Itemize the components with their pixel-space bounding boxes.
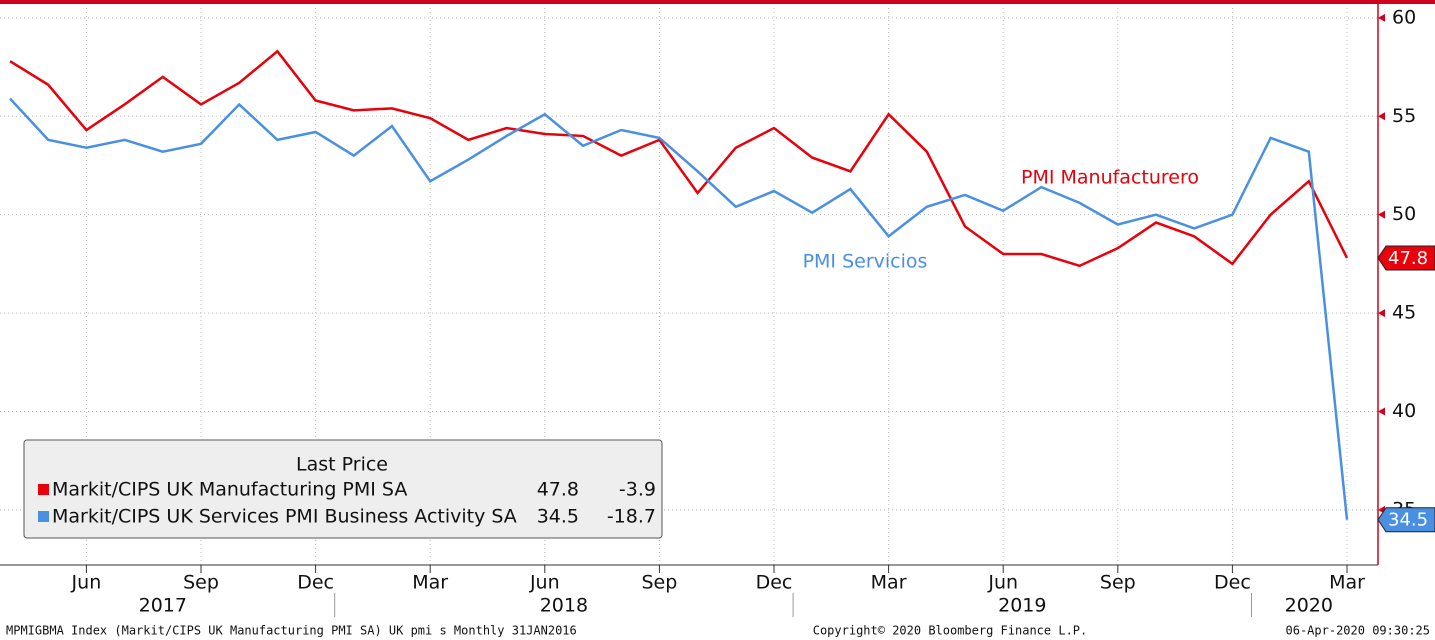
y-tick-mark: [1378, 112, 1385, 121]
x-tick-label: Jun: [529, 572, 560, 594]
x-tick-label: Mar: [1329, 572, 1365, 594]
footer-center: Copyright© 2020 Bloomberg Finance L.P.: [813, 624, 1088, 638]
legend: Last Price Markit/CIPS UK Manufacturing P…: [23, 439, 663, 539]
legend-value: 47.8: [537, 479, 579, 501]
y-tick-mark: [1378, 407, 1385, 416]
y-tick-mark: [1378, 309, 1385, 318]
y-tick-label: 40: [1392, 400, 1416, 422]
footer-right: 06-Apr-2020 09:30:25: [1286, 624, 1431, 638]
x-tick-label: Sep: [183, 572, 219, 594]
x-tick-label: Jun: [987, 572, 1018, 594]
year-label: 2018: [540, 595, 588, 617]
top-bar: [0, 0, 1435, 4]
x-tick-label: Dec: [1214, 572, 1251, 594]
x-tick-label: Jun: [71, 572, 102, 594]
last-value-label: 47.8: [1388, 248, 1428, 269]
x-tick-label: Sep: [641, 572, 677, 594]
y-tick-mark: [1378, 13, 1385, 22]
legend-change: -18.7: [607, 506, 656, 528]
x-tick-label: Dec: [756, 572, 793, 594]
footer-left: MPMIGBMA Index (Markit/CIPS UK Manufactu…: [6, 624, 577, 638]
series-annotation: PMI Manufacturero: [1021, 167, 1199, 189]
legend-box: [23, 439, 663, 539]
x-tick-label: Sep: [1100, 572, 1136, 594]
legend-label: Markit/CIPS UK Manufacturing PMI SA: [52, 479, 407, 501]
x-tick-label: Mar: [412, 572, 448, 594]
legend-swatch: [38, 511, 49, 522]
year-label: 2019: [998, 595, 1046, 617]
y-tick-label: 50: [1392, 203, 1416, 225]
y-tick-label: 45: [1392, 302, 1416, 324]
series-line: [9, 97, 1349, 520]
y-tick-mark: [1378, 210, 1385, 219]
y-tick-label: 55: [1392, 105, 1416, 127]
x-tick-label: Dec: [297, 572, 334, 594]
legend-title: Last Price: [296, 454, 388, 476]
legend-label: Markit/CIPS UK Services PMI Business Act…: [52, 506, 517, 528]
series-line: [9, 49, 1349, 268]
last-value-tag: [1377, 245, 1435, 271]
y-tick-label: 60: [1392, 6, 1416, 28]
legend-value: 34.5: [537, 506, 579, 528]
year-label: 2020: [1285, 595, 1333, 617]
legend-change: -3.9: [619, 479, 656, 501]
year-label: 2017: [139, 595, 187, 617]
x-tick-label: Mar: [871, 572, 907, 594]
legend-swatch: [38, 484, 49, 495]
series-annotation: PMI Servicios: [803, 251, 928, 273]
last-value-label: 34.5: [1388, 510, 1428, 531]
last-value-tag: [1377, 507, 1435, 533]
